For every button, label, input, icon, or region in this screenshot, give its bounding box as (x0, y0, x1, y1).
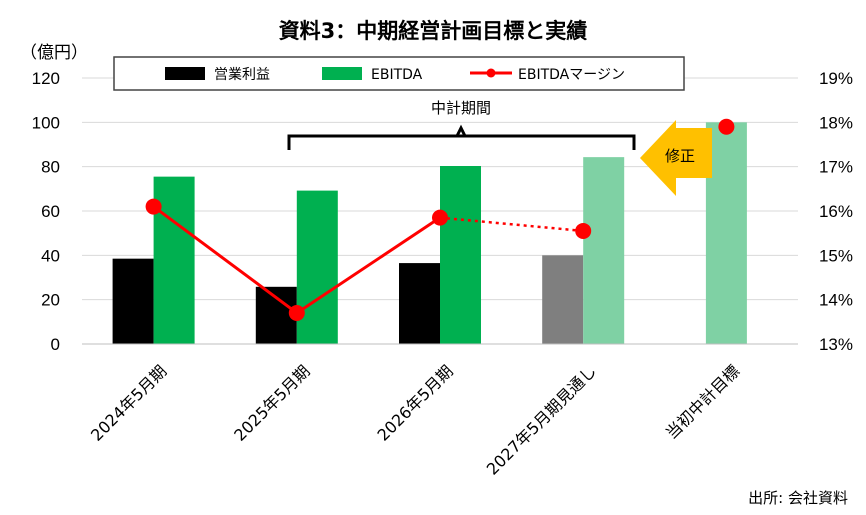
margin-point (575, 222, 592, 239)
x-tick-label: 当初中計目標 (662, 361, 743, 442)
y2-tick-label: 17% (819, 158, 853, 177)
y-axis-left: 0 20 40 60 80 100 120 (32, 69, 60, 354)
y-axis-unit-label: （億円） (20, 43, 88, 62)
x-tick-label: 2027年5月期見通し (483, 361, 600, 478)
y2-tick-label: 16% (819, 202, 853, 221)
legend: 営業利益 EBITDA EBITDAマージン (113, 56, 685, 91)
plan-period-bracket (287, 134, 636, 150)
margin-point (432, 209, 448, 226)
bar-operating-profit (112, 258, 154, 344)
y-tick-label: 100 (32, 113, 60, 132)
bar-operating-profit (399, 263, 440, 344)
legend-label-operating-profit: 営業利益 (214, 67, 270, 83)
legend-swatch-ebitda (322, 67, 362, 80)
y-tick-label: 0 (51, 335, 60, 354)
legend-label-margin: EBITDAマージン (518, 67, 625, 83)
x-tick-label: 2025年5月期 (230, 361, 313, 444)
y2-tick-label: 15% (819, 246, 853, 265)
y-tick-label: 80 (41, 158, 60, 177)
revision-arrow-icon (640, 120, 712, 196)
margin-point (145, 198, 162, 215)
margin-line-series (145, 118, 735, 321)
y-axis-right: 13% 14% 15% 16% 17% 18% 19% (819, 69, 853, 354)
y2-tick-label: 19% (819, 69, 853, 88)
margin-line-segment (152, 205, 298, 315)
x-axis: 2024年5月期 2025年5月期 2026年5月期 2027年5月期見通し 当初中計目… (87, 361, 743, 478)
y-tick-label: 60 (41, 202, 60, 221)
legend-marker-margin (486, 68, 496, 78)
chart-title: 資料3：中期経営計画目標と実績 (279, 19, 588, 43)
x-tick-label: 2026年5月期 (373, 361, 456, 444)
bar-operating-profit (542, 255, 584, 344)
bar-ebitda (440, 166, 481, 344)
y-tick-label: 40 (41, 246, 60, 265)
margin-point (718, 118, 735, 135)
bar-ebitda (296, 190, 338, 344)
y2-tick-label: 13% (819, 335, 853, 354)
margin-point (288, 304, 305, 321)
y-tick-label: 120 (32, 69, 60, 88)
y2-tick-label: 14% (819, 291, 853, 310)
source-note: 出所: 会社資料 (748, 489, 848, 507)
margin-line-forecast-segment (439, 216, 584, 233)
plan-period-label: 中計期間 (431, 99, 491, 117)
legend-box (113, 56, 685, 91)
legend-swatch-operating-profit (165, 67, 205, 80)
bar-ebitda (583, 157, 625, 344)
plan-period-bracket-notch (455, 124, 467, 137)
margin-line-segment (295, 216, 441, 315)
revision-label: 修正 (665, 147, 695, 165)
bar-ebitda (705, 122, 747, 344)
x-tick-label: 2024年5月期 (87, 361, 170, 444)
y2-tick-label: 18% (819, 113, 853, 132)
legend-label-ebitda: EBITDA (371, 67, 423, 83)
y-tick-label: 20 (41, 291, 60, 310)
